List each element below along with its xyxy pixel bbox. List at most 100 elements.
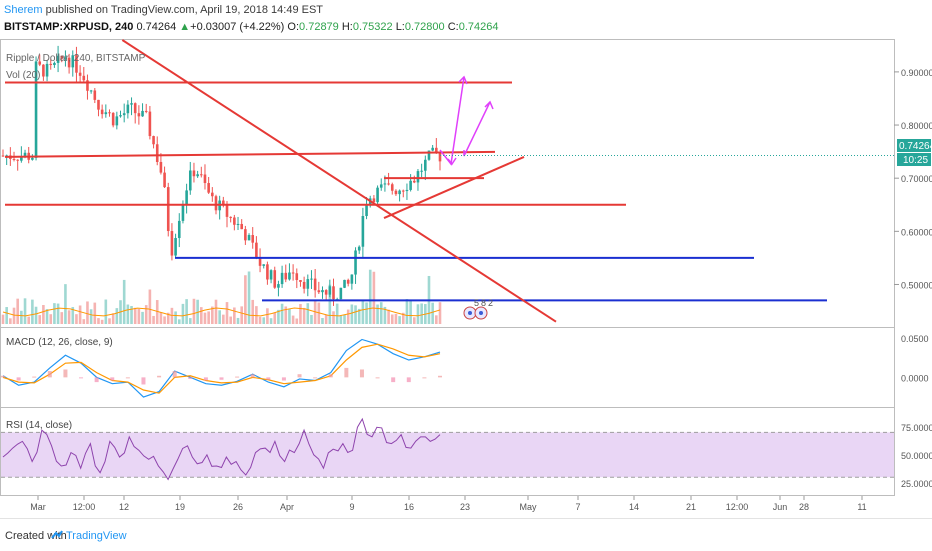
- macd-histogram-bar: [266, 377, 271, 380]
- candle: [97, 99, 100, 110]
- volume-bar: [299, 304, 302, 324]
- rsi-legend[interactable]: RSI (14, close): [6, 420, 72, 431]
- candle: [357, 246, 361, 251]
- descending-trendline[interactable]: [121, 39, 557, 323]
- volume-bar: [111, 313, 115, 324]
- main-legend[interactable]: Ripple / Dollar, 240, BITSTAMP: [6, 53, 146, 64]
- projection-arrow[interactable]: [439, 76, 465, 166]
- macd-histogram-bar: [203, 377, 208, 381]
- volume-bar: [343, 315, 346, 324]
- macd-histogram-bar: [79, 377, 84, 379]
- time-tick-label: 19: [175, 502, 185, 512]
- high-label: H:: [341, 21, 353, 33]
- price-tick-label: 0.60000: [901, 227, 932, 237]
- change-label: +0.03007 (+4.22%): [190, 21, 285, 33]
- volume-bar: [405, 299, 409, 324]
- candle: [82, 75, 86, 81]
- volume-bar: [115, 308, 119, 324]
- candle: [317, 290, 321, 293]
- candle: [144, 110, 148, 112]
- volume-bar: [229, 316, 232, 324]
- tradingview-link[interactable]: TradingView: [66, 530, 127, 542]
- time-tick-label: 12: [119, 502, 129, 512]
- time-tick-label: Apr: [280, 502, 294, 512]
- candle: [49, 63, 53, 66]
- volume-bar: [431, 302, 434, 324]
- flag-dot: [479, 311, 483, 315]
- volume-bar: [181, 303, 185, 324]
- volume-bar: [207, 311, 210, 324]
- rsi-tick-label: 75.0000: [901, 423, 932, 433]
- candle: [141, 110, 144, 117]
- price-badge: [897, 139, 931, 152]
- volume-bar: [133, 307, 137, 324]
- candle: [299, 280, 302, 282]
- volume-bar: [1, 314, 5, 324]
- candle: [89, 90, 93, 92]
- created-with-label: Created with: [5, 530, 67, 542]
- candle: [343, 279, 346, 288]
- arrow-head-icon: [447, 157, 457, 166]
- candle: [361, 216, 365, 247]
- macd-histogram-bar: [63, 369, 68, 378]
- volume-bar: [203, 312, 207, 324]
- candle: [45, 63, 49, 77]
- event-count: 2: [488, 298, 493, 308]
- ascending-trendline[interactable]: [383, 156, 525, 219]
- macd-histogram-bar: [235, 376, 240, 378]
- macd-tick-label: 0.0000: [901, 373, 929, 383]
- price-badge-text: 0.74264: [899, 141, 932, 152]
- macd-legend[interactable]: MACD (12, 26, close, 9): [6, 337, 113, 348]
- candle: [174, 238, 177, 256]
- volume-bar: [244, 275, 247, 324]
- time-tick-label: 7: [575, 502, 580, 512]
- volume-bar: [42, 305, 45, 324]
- arrow-head-icon: [458, 75, 468, 85]
- resistance-line[interactable]: [4, 150, 496, 158]
- volume-bar: [49, 314, 53, 324]
- publish-info: Sherem published on TradingView.com, Apr…: [4, 4, 323, 16]
- volume-bar: [20, 310, 23, 324]
- candle: [236, 223, 240, 225]
- candle: [401, 190, 405, 192]
- volume-bar: [86, 301, 89, 324]
- candle: [409, 180, 412, 190]
- vol-legend[interactable]: Vol (20): [6, 70, 40, 81]
- candle: [192, 170, 196, 177]
- countdown-text: 10:25: [903, 155, 928, 166]
- volume-bar: [398, 316, 401, 324]
- candle: [200, 174, 203, 176]
- event-count: 8: [481, 298, 486, 308]
- candle: [60, 55, 64, 59]
- volume-bar: [255, 306, 258, 324]
- candle: [332, 286, 335, 300]
- candle: [225, 204, 229, 217]
- event-badges[interactable]: 5 8 2: [463, 298, 493, 320]
- chart-canvas[interactable]: 0.0500 0.0000 75.0000 50.0000 25.0000 0.500…: [0, 0, 932, 518]
- candle: [31, 157, 34, 160]
- candle: [412, 180, 416, 183]
- volume-bar: [258, 316, 262, 324]
- candle: [416, 171, 420, 183]
- macd-histogram-bar: [344, 367, 349, 378]
- candle: [108, 112, 111, 114]
- author-link[interactable]: Sherem: [4, 4, 43, 16]
- time-tick-label: 21: [686, 502, 696, 512]
- candle: [266, 264, 269, 280]
- price-tick-label: 0.80000: [901, 121, 932, 131]
- volume-bar: [277, 309, 280, 324]
- candle: [159, 161, 163, 173]
- candle: [390, 184, 394, 191]
- time-tick-label: Jun: [773, 502, 788, 512]
- candle: [284, 272, 288, 280]
- candle: [291, 272, 295, 274]
- candle: [203, 174, 207, 184]
- volume-bar: [214, 299, 218, 324]
- projection-arrow[interactable]: [463, 101, 491, 157]
- time-tick-label: 23: [460, 502, 470, 512]
- volume-bar: [148, 289, 152, 324]
- candle: [244, 229, 247, 241]
- candle: [295, 273, 299, 281]
- time-tick-label: 12:00: [73, 502, 96, 512]
- volume-bar: [93, 302, 97, 324]
